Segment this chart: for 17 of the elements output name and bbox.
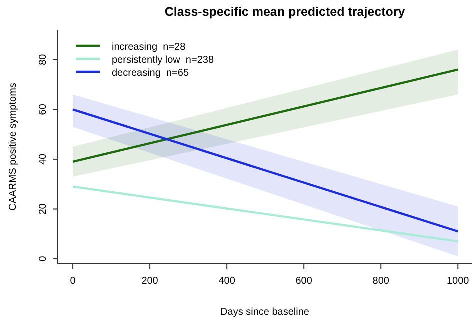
- y-tick-label: 60: [38, 104, 49, 116]
- x-tick-label: 1000: [447, 276, 470, 287]
- y-tick-label: 80: [38, 54, 49, 66]
- x-tick-label: 0: [70, 276, 76, 287]
- x-axis-title: Days since baseline: [220, 307, 310, 318]
- legend-label: increasing n=28: [112, 42, 186, 53]
- y-tick-label: 20: [38, 203, 49, 215]
- x-tick-label: 200: [142, 276, 159, 287]
- legend-label: decreasing n=65: [112, 68, 190, 79]
- x-tick-label: 800: [372, 276, 390, 287]
- legend-label: persistently low n=238: [112, 55, 214, 66]
- x-tick-label: 600: [296, 276, 313, 287]
- y-tick-label: 40: [38, 153, 49, 166]
- x-tick-label: 400: [218, 276, 236, 287]
- y-axis-title: CAARMS positive symptoms: [8, 83, 19, 211]
- chart-title: Class-specific mean predicted trajectory: [164, 5, 406, 19]
- y-tick-label: 0: [38, 256, 49, 262]
